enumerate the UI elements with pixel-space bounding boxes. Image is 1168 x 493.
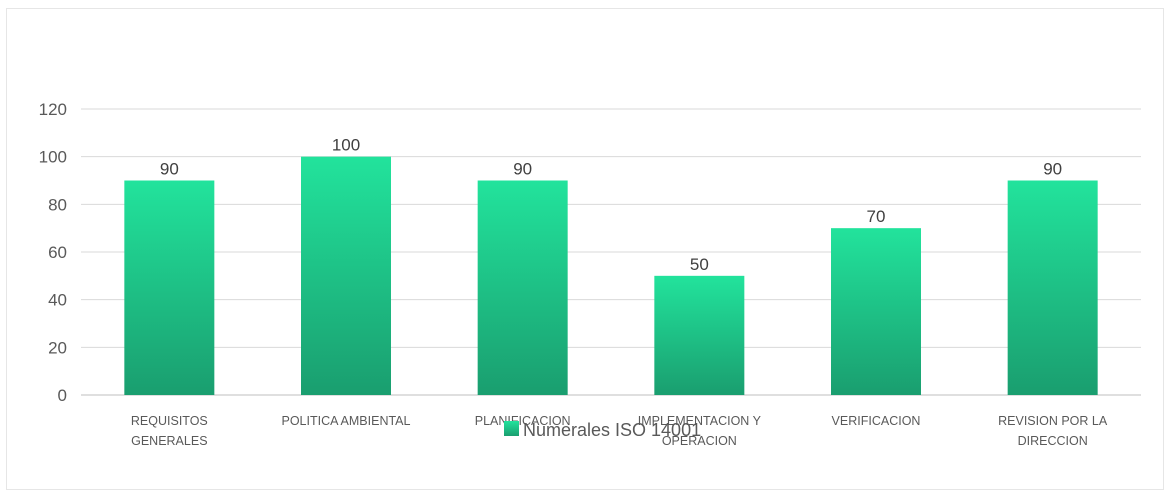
data-label: 50 bbox=[690, 255, 709, 274]
data-label: 70 bbox=[867, 207, 886, 226]
x-tick-label: REVISION POR LA DIRECCION bbox=[998, 414, 1108, 448]
bar bbox=[477, 180, 568, 395]
x-tick-label-line: VERIFICACION bbox=[832, 414, 921, 428]
legend-swatch bbox=[504, 421, 519, 436]
data-label: 90 bbox=[1043, 160, 1062, 179]
data-label: 90 bbox=[513, 160, 532, 179]
y-tick-label: 20 bbox=[48, 338, 67, 357]
x-tick-label-line: REVISION POR LA bbox=[998, 414, 1108, 428]
y-tick-label: 40 bbox=[48, 291, 67, 310]
chart-container: 0 20 40 60 80 100 120 90 100 90 50 70 90 REQUISITOS… bbox=[6, 8, 1164, 490]
y-tick-label: 60 bbox=[48, 243, 67, 262]
legend: Numerales ISO 14001 bbox=[504, 420, 701, 440]
x-tick-label-line: POLITICA AMBIENTAL bbox=[282, 414, 411, 428]
bar bbox=[831, 228, 921, 395]
data-label: 90 bbox=[160, 160, 179, 179]
bar-chart: 0 20 40 60 80 100 120 90 100 90 50 70 90 REQUISITOS… bbox=[39, 100, 1141, 448]
x-tick-label-line: IMPLEMENTACION Y bbox=[638, 414, 762, 428]
x-tick-label-line: GENERALES bbox=[131, 434, 207, 448]
bar bbox=[301, 156, 391, 395]
x-tick-label: REQUISITOS GENERALES bbox=[131, 414, 208, 448]
bars bbox=[124, 156, 1098, 395]
x-tick-label-line: DIRECCION bbox=[1018, 434, 1088, 448]
gridlines bbox=[81, 108, 1141, 396]
legend-label: Numerales ISO 14001 bbox=[523, 420, 701, 440]
x-tick-label: IMPLEMENTACION Y OPERACION bbox=[638, 414, 762, 448]
x-tick-label-line: REQUISITOS bbox=[131, 414, 208, 428]
data-label: 100 bbox=[332, 136, 360, 155]
y-tick-label: 100 bbox=[39, 148, 67, 167]
bar bbox=[124, 180, 215, 395]
x-axis-categories: REQUISITOS GENERALES POLITICA AMBIENTAL PLA… bbox=[131, 414, 1108, 448]
bar bbox=[1007, 180, 1098, 395]
x-tick-label: PLANIFICACION bbox=[475, 414, 571, 428]
bar bbox=[654, 275, 745, 395]
x-tick-label-line: OPERACION bbox=[662, 434, 737, 448]
y-axis-ticks: 0 20 40 60 80 100 120 bbox=[39, 100, 67, 405]
x-tick-label: VERIFICACION bbox=[832, 414, 921, 428]
x-tick-label-line: PLANIFICACION bbox=[475, 414, 571, 428]
x-tick-label: POLITICA AMBIENTAL bbox=[282, 414, 411, 428]
y-tick-label: 80 bbox=[48, 195, 67, 214]
y-tick-label: 0 bbox=[58, 386, 67, 405]
data-labels: 90 100 90 50 70 90 bbox=[160, 136, 1062, 274]
y-tick-label: 120 bbox=[39, 100, 67, 119]
